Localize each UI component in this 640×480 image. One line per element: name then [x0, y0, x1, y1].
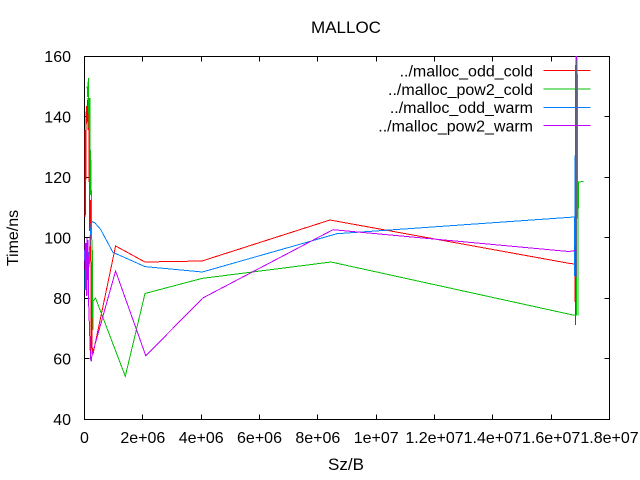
- svg-text:MALLOC: MALLOC: [311, 18, 381, 37]
- svg-text:120: 120: [44, 170, 71, 187]
- svg-text:60: 60: [53, 352, 71, 369]
- svg-text:1.4e+07: 1.4e+07: [464, 430, 522, 447]
- svg-text:100: 100: [44, 231, 71, 248]
- svg-text:80: 80: [53, 291, 71, 308]
- svg-text:40: 40: [53, 412, 71, 429]
- svg-text:../malloc_pow2_warm: ../malloc_pow2_warm: [378, 118, 533, 135]
- svg-text:Time/ns: Time/ns: [5, 210, 22, 266]
- svg-text:1.2e+07: 1.2e+07: [405, 430, 463, 447]
- svg-text:1e+07: 1e+07: [354, 430, 399, 447]
- svg-text:4e+06: 4e+06: [179, 430, 224, 447]
- svg-text:Sz/B: Sz/B: [328, 455, 364, 474]
- svg-text:6e+06: 6e+06: [237, 430, 282, 447]
- svg-text:2e+06: 2e+06: [120, 430, 165, 447]
- svg-text:8e+06: 8e+06: [295, 430, 340, 447]
- svg-text:0: 0: [80, 430, 89, 447]
- svg-text:../malloc_odd_warm: ../malloc_odd_warm: [390, 100, 533, 117]
- svg-text:1.6e+07: 1.6e+07: [522, 430, 580, 447]
- svg-text:140: 140: [44, 110, 71, 127]
- svg-text:../malloc_odd_cold: ../malloc_odd_cold: [400, 64, 533, 81]
- svg-text:160: 160: [44, 49, 71, 66]
- svg-text:../malloc_pow2_cold: ../malloc_pow2_cold: [388, 82, 533, 99]
- svg-text:1.8e+07: 1.8e+07: [580, 430, 638, 447]
